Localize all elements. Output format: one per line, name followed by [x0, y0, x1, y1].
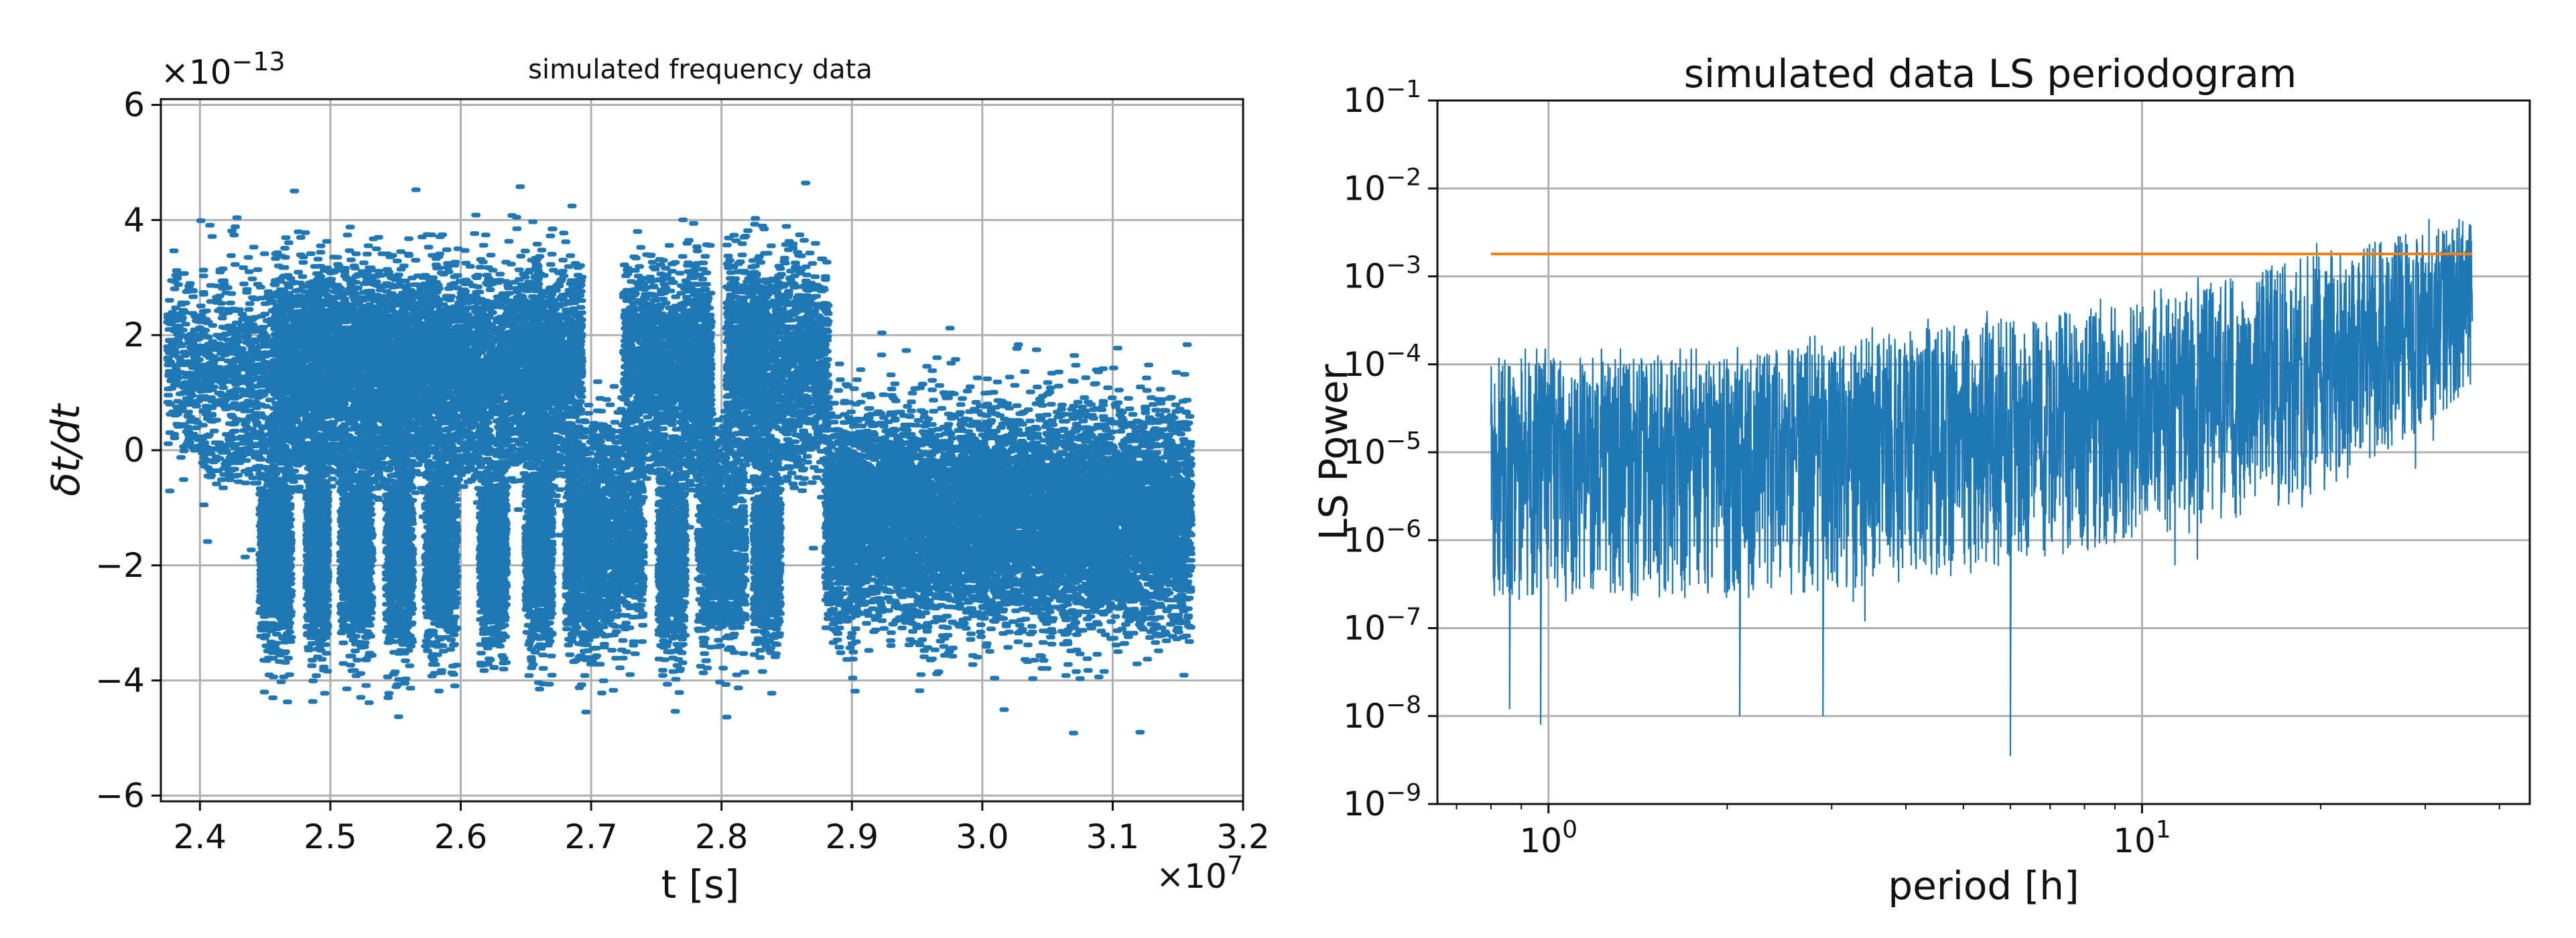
right-chart-x-ticks: 100 101: [1456, 804, 2500, 860]
right-chart-x-axis-title: period [h]: [1888, 863, 2079, 909]
right-y-tick-label-0: 10−9: [1343, 779, 1421, 823]
right-y-tick-label-4: 10−5: [1343, 427, 1421, 472]
left-chart-x-ticks: 2.4 2.5 2.6 2.7 2.8 2.9 3.0 3.1 3.2: [174, 801, 1270, 856]
left-y-tick-4: 2: [123, 316, 161, 354]
left-chart-y-multiplier: ×10−13: [161, 47, 285, 92]
right-y-tick-label-7: 10−2: [1343, 163, 1421, 208]
left-x-tick-label-4: 2.8: [695, 817, 749, 856]
right-chart-y-ticks: 10−9 10−8 10−7 10−6 10−5 10−4 10−3 10−2 10−1: [1343, 76, 1437, 823]
left-x-tick-5: 2.9: [825, 801, 879, 856]
left-y-tick-label-3: 0: [123, 431, 145, 470]
left-x-tick-label-8: 3.2: [1216, 817, 1270, 856]
right-x-tick-label-0: 100: [1519, 816, 1577, 860]
left-y-tick-2: −2: [95, 546, 161, 585]
right-chart-lines: [1490, 218, 2473, 756]
left-x-tick-0: 2.4: [174, 801, 227, 856]
right-y-tick-label-6: 10−3: [1343, 252, 1421, 296]
right-x-tick-label-1: 101: [2113, 816, 2171, 860]
right-y-tick-1: 10−8: [1343, 691, 1437, 736]
right-y-tick-6: 10−3: [1343, 252, 1437, 296]
left-chart-points: [163, 180, 1196, 736]
left-x-tick-label-3: 2.7: [564, 817, 618, 856]
left-chart-scatter: simulated frequency data 2.4 2.5 2.6 2.7 2.8…: [43, 47, 1270, 907]
right-chart-title: simulated data LS periodogram: [1684, 51, 2297, 96]
left-y-tick-5: 4: [123, 200, 161, 239]
left-x-tick-2: 2.6: [434, 801, 488, 856]
left-x-tick-label-6: 3.0: [956, 817, 1009, 856]
right-x-tick-1: 101: [2113, 804, 2171, 860]
left-x-tick-8: 3.2: [1216, 801, 1270, 856]
left-chart-x-axis-title: t [s]: [661, 862, 740, 907]
left-y-tick-label-4: 2: [123, 316, 145, 354]
left-y-tick-label-6: 6: [123, 86, 145, 125]
ls-power-line: [1490, 218, 2473, 756]
left-chart-title: simulated frequency data: [528, 54, 873, 85]
left-y-tick-3: 0: [123, 431, 161, 470]
left-y-tick-0: −6: [95, 776, 161, 815]
right-y-tick-label-8: 10−1: [1343, 76, 1421, 120]
right-y-tick-label-5: 10−4: [1343, 340, 1421, 384]
right-chart-y-axis-title: LS Power: [1311, 364, 1356, 540]
left-scatter-points: [163, 180, 1196, 736]
right-y-tick-4: 10−5: [1343, 427, 1437, 472]
left-x-tick-7: 3.1: [1086, 801, 1140, 856]
left-chart-y-axis-title: δt/dt: [43, 403, 88, 496]
left-x-tick-label-7: 3.1: [1086, 817, 1140, 856]
left-chart-x-multiplier: ×107: [1156, 851, 1243, 896]
left-x-tick-3: 2.7: [564, 801, 618, 856]
right-x-tick-0: 100: [1519, 804, 1577, 860]
left-y-tick-label-2: −2: [95, 546, 145, 585]
left-y-tick-1: −4: [95, 661, 161, 700]
left-x-tick-4: 2.8: [695, 801, 749, 856]
right-y-tick-3: 10−6: [1343, 515, 1437, 559]
right-y-tick-label-1: 10−8: [1343, 691, 1421, 736]
right-y-tick-7: 10−2: [1343, 163, 1437, 208]
left-x-tick-6: 3.0: [956, 801, 1009, 856]
right-chart-periodogram: simulated data LS periodogram 100 101 10−…: [1311, 51, 2531, 909]
left-chart-y-ticks: −6 −4 −2 0 2 4 6: [95, 86, 161, 815]
left-x-tick-label-1: 2.5: [304, 817, 357, 856]
left-x-tick-1: 2.5: [304, 801, 357, 856]
left-y-tick-label-5: 4: [123, 200, 145, 239]
right-y-tick-0: 10−9: [1343, 779, 1437, 823]
left-y-tick-6: 6: [123, 86, 161, 125]
right-y-tick-label-3: 10−6: [1343, 515, 1421, 559]
right-y-tick-2: 10−7: [1343, 604, 1437, 648]
right-y-tick-label-2: 10−7: [1343, 604, 1421, 648]
left-x-tick-label-5: 2.9: [825, 817, 879, 856]
right-y-tick-8: 10−1: [1343, 76, 1437, 120]
left-y-tick-label-0: −6: [95, 776, 145, 815]
left-x-tick-label-2: 2.6: [434, 817, 488, 856]
left-y-tick-label-1: −4: [95, 661, 145, 700]
right-y-tick-5: 10−4: [1343, 340, 1437, 384]
left-x-tick-label-0: 2.4: [174, 817, 227, 856]
